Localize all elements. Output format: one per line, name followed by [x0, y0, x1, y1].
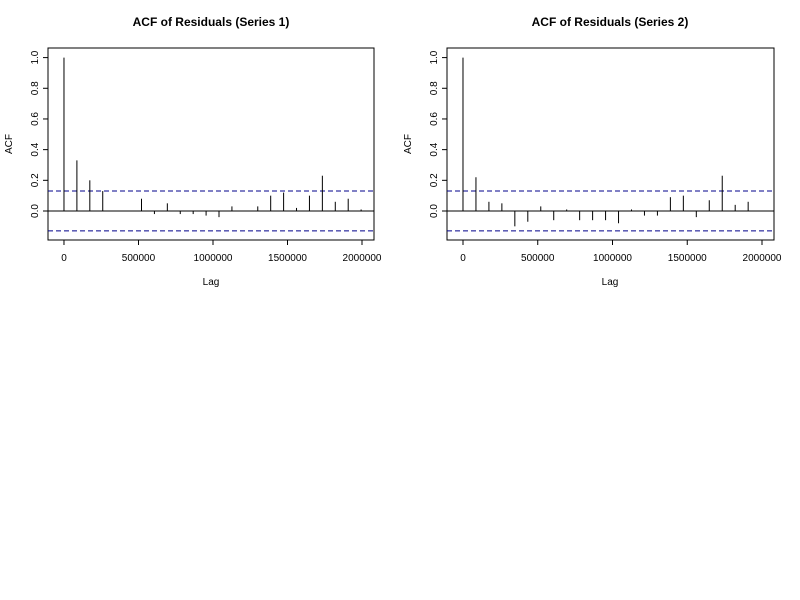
y-tick-label: 0.4: [30, 142, 41, 156]
x-tick-label: 1000000: [593, 253, 632, 264]
y-tick-label: 0.0: [30, 204, 41, 218]
y-tick-label: 1.0: [30, 50, 41, 64]
x-tick-label: 0: [61, 253, 67, 264]
plot-frame: [446, 47, 775, 241]
acf-panel-series-1: ACF of Residuals (Series 1) Lag ACF 0 500…: [4, 15, 382, 288]
chart-title: ACF of Residuals (Series 2): [532, 15, 689, 29]
y-axis-label: ACF: [403, 134, 414, 154]
x-tick-label: 2000000: [343, 253, 382, 264]
x-tick-label: 1500000: [268, 253, 307, 264]
y-tick-label: 0.2: [30, 173, 41, 187]
y-tick-label: 0.4: [429, 142, 440, 156]
x-tick-label: 500000: [122, 253, 156, 264]
x-tick-label: 0: [460, 253, 466, 264]
x-tick-label: 2000000: [743, 253, 782, 264]
chart-title: ACF of Residuals (Series 1): [133, 15, 290, 29]
y-tick-label: 0.6: [30, 112, 41, 126]
x-axis-label: Lag: [203, 277, 220, 288]
y-tick-label: 1.0: [429, 50, 440, 64]
plot-frame: [47, 47, 375, 241]
acf-panel-series-2: ACF of Residuals (Series 2) Lag ACF 0 500…: [403, 15, 782, 288]
x-axis-label: Lag: [602, 277, 619, 288]
y-axis-label: ACF: [4, 134, 15, 154]
y-tick-label: 0.0: [429, 204, 440, 218]
y-tick-label: 0.6: [429, 112, 440, 126]
x-tick-label: 1500000: [668, 253, 707, 264]
x-tick-label: 500000: [521, 253, 555, 264]
y-tick-label: 0.8: [429, 81, 440, 95]
y-tick-label: 0.2: [429, 173, 440, 187]
x-tick-label: 1000000: [194, 253, 233, 264]
y-tick-label: 0.8: [30, 81, 41, 95]
